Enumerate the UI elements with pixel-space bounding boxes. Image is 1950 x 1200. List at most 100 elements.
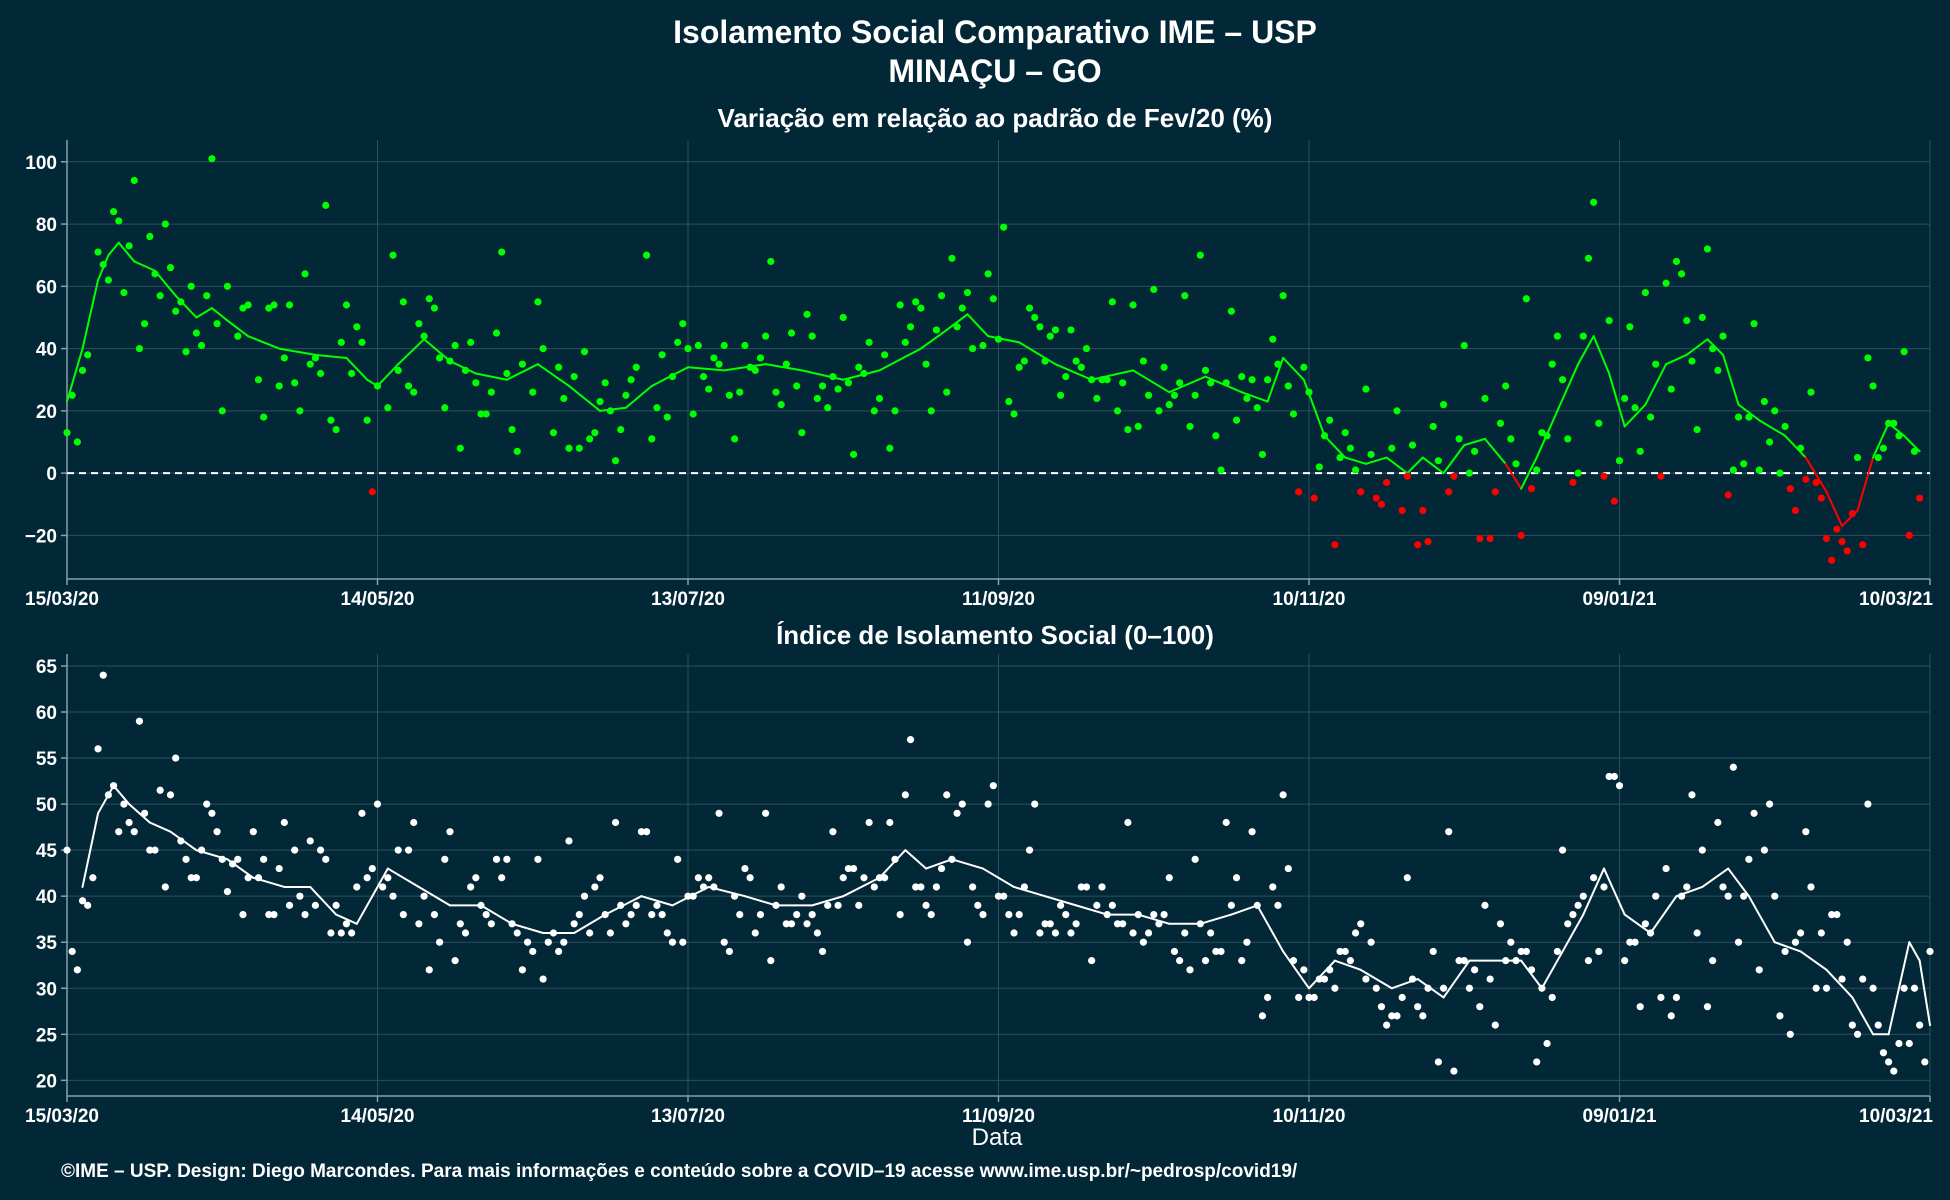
data-point (1791, 938, 1800, 946)
data-point (301, 910, 309, 919)
data-point (1072, 357, 1080, 365)
data-point (699, 883, 708, 891)
data-point (1088, 376, 1096, 384)
data-point (89, 874, 97, 882)
data-point (461, 366, 470, 374)
moving-average-segment (919, 328, 948, 350)
data-point (1383, 478, 1391, 487)
data-point (337, 929, 345, 937)
data-point (441, 855, 449, 863)
data-point (989, 295, 997, 303)
data-point (953, 323, 961, 331)
data-point (218, 855, 226, 863)
moving-average-segment (423, 338, 451, 363)
data-point (1445, 488, 1453, 496)
moving-average-segment (1665, 353, 1688, 366)
data-point (1693, 929, 1701, 937)
moving-average-segment (511, 922, 545, 935)
data-point (1621, 957, 1629, 965)
data-point (472, 874, 480, 882)
data-point (244, 301, 252, 309)
moving-average-segment (81, 279, 100, 350)
data-point (1383, 1021, 1391, 1029)
moving-average-segment (1737, 403, 1761, 422)
moving-average-segment (505, 363, 539, 381)
data-point (513, 929, 521, 937)
data-point (1201, 957, 1210, 965)
data-point (1657, 993, 1665, 1002)
variation-chart: −20 0 20 40 60 80 100 15/03/20 14/05/20 13/07/20 1… (25, 140, 1933, 610)
data-point (1046, 920, 1054, 928)
data-point (580, 892, 589, 900)
moving-average-segment (764, 363, 803, 372)
data-point (798, 429, 806, 437)
data-point (663, 929, 671, 937)
data-point (1403, 472, 1411, 480)
data-point (1538, 429, 1546, 437)
data-point (948, 254, 956, 262)
data-point (699, 373, 708, 381)
data-point (187, 282, 195, 290)
data-point (1284, 864, 1292, 873)
moving-average-segment (112, 784, 131, 806)
data-point (1067, 326, 1075, 334)
data-point (1093, 394, 1101, 403)
data-point (192, 874, 200, 882)
data-point (1367, 938, 1375, 946)
data-point (705, 874, 713, 882)
data-point (1284, 382, 1292, 390)
data-point (84, 901, 92, 909)
data-point (1848, 1021, 1856, 1029)
data-point (668, 373, 677, 381)
data-point (643, 251, 651, 259)
data-point (389, 892, 397, 900)
data-point (1590, 874, 1598, 882)
data-point (689, 410, 697, 418)
data-point (617, 901, 625, 909)
data-point (1641, 288, 1649, 297)
data-point (270, 910, 278, 919)
data-point (1113, 920, 1122, 928)
data-point (1227, 307, 1235, 315)
data-point (1869, 382, 1877, 390)
data-point (1631, 938, 1639, 946)
data-point (1646, 413, 1655, 421)
data-point (1874, 453, 1882, 462)
data-point (1579, 892, 1587, 900)
moving-average-segment (226, 319, 250, 338)
moving-average-segment (1582, 867, 1605, 916)
data-point (472, 379, 480, 387)
data-point (679, 938, 687, 946)
data-point (829, 828, 837, 836)
data-point (441, 404, 449, 412)
moving-average-segment (153, 269, 177, 297)
data-point (1108, 901, 1116, 909)
moving-average-segment (1804, 456, 1828, 493)
data-point (1558, 376, 1567, 384)
data-point (1698, 846, 1706, 854)
data-point (1274, 360, 1282, 368)
data-point (415, 920, 423, 928)
data-point (1181, 929, 1189, 937)
data-point (896, 301, 904, 309)
data-point (1910, 984, 1919, 992)
moving-average-segment (1649, 895, 1678, 935)
data-point (1600, 883, 1608, 891)
data-point (984, 800, 992, 808)
data-point (1238, 373, 1246, 381)
data-point (368, 488, 376, 496)
x-tick-label: 09/01/21 (1583, 1106, 1657, 1127)
x-tick-label: 09/01/21 (1583, 589, 1657, 610)
data-point (1455, 957, 1463, 965)
data-point (565, 837, 573, 845)
data-point (850, 864, 858, 873)
data-point (1817, 929, 1825, 937)
data-point (223, 887, 232, 896)
data-point (1248, 828, 1256, 836)
data-point (1636, 1003, 1644, 1011)
moving-average-segment (97, 784, 115, 815)
data-point (1258, 450, 1267, 459)
data-point (368, 864, 376, 873)
data-point (860, 369, 868, 378)
